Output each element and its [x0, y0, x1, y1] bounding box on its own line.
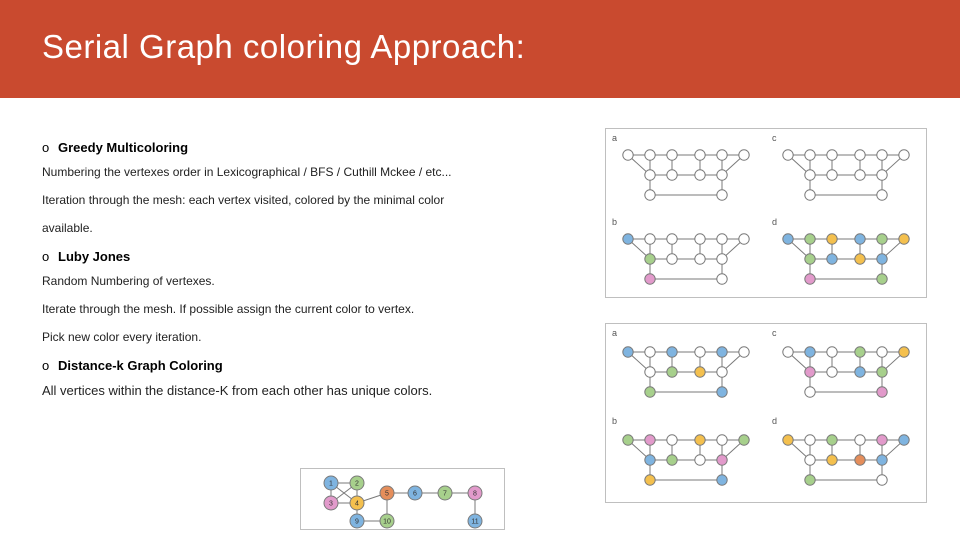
bullet-luby: oLuby Jones: [42, 249, 572, 264]
text-line: Random Numbering of vertexes.: [42, 274, 572, 288]
svg-text:1: 1: [329, 481, 333, 488]
bullet-greedy: oGreedy Multicoloring: [42, 140, 572, 155]
panel-label-c: c: [772, 133, 777, 143]
text-line: All vertices within the distance-K from …: [42, 383, 572, 398]
heading-distk: Distance-k Graph Coloring: [58, 358, 223, 373]
svg-text:2: 2: [355, 481, 359, 488]
bullet-distk: oDistance-k Graph Coloring: [42, 358, 572, 373]
panel-label-c: c: [772, 328, 777, 338]
panel-label-b: b: [612, 217, 617, 227]
slide-title: Serial Graph coloring Approach:: [42, 28, 960, 66]
figure-top: a c b d: [605, 128, 927, 298]
text-line: Pick new color every iteration.: [42, 330, 572, 344]
svg-text:5: 5: [385, 491, 389, 498]
svg-text:11: 11: [471, 519, 478, 526]
text-column: oGreedy Multicoloring Numbering the vert…: [42, 140, 572, 412]
figure-mini: 1 2 3 4 5 6 7 8 9 10 11: [300, 468, 505, 530]
title-band: Serial Graph coloring Approach:: [0, 0, 960, 98]
svg-text:7: 7: [443, 491, 447, 498]
svg-text:4: 4: [355, 501, 359, 508]
text-line: Numbering the vertexes order in Lexicogr…: [42, 165, 572, 179]
svg-text:3: 3: [329, 501, 333, 508]
figure-top-svg: [606, 129, 928, 299]
figure-bottom-svg: [606, 324, 928, 504]
text-line: Iteration through the mesh: each vertex …: [42, 193, 572, 207]
svg-text:9: 9: [355, 519, 359, 526]
slide-body: oGreedy Multicoloring Numbering the vert…: [0, 98, 960, 540]
bullet-marker: o: [42, 358, 58, 373]
text-line: Iterate through the mesh. If possible as…: [42, 302, 572, 316]
panel-label-a: a: [612, 328, 617, 338]
bullet-marker: o: [42, 140, 58, 155]
text-line: available.: [42, 221, 572, 235]
svg-text:6: 6: [413, 491, 417, 498]
panel-label-a: a: [612, 133, 617, 143]
svg-text:8: 8: [473, 491, 477, 498]
figure-mini-svg: 1 2 3 4 5 6 7 8 9 10 11: [301, 469, 506, 531]
panel-label-b: b: [612, 416, 617, 426]
panel-label-d: d: [772, 416, 777, 426]
heading-greedy: Greedy Multicoloring: [58, 140, 188, 155]
panel-label-d: d: [772, 217, 777, 227]
heading-luby: Luby Jones: [58, 249, 130, 264]
figure-bottom: a c b d: [605, 323, 927, 503]
bullet-marker: o: [42, 249, 58, 264]
svg-text:10: 10: [383, 519, 391, 526]
